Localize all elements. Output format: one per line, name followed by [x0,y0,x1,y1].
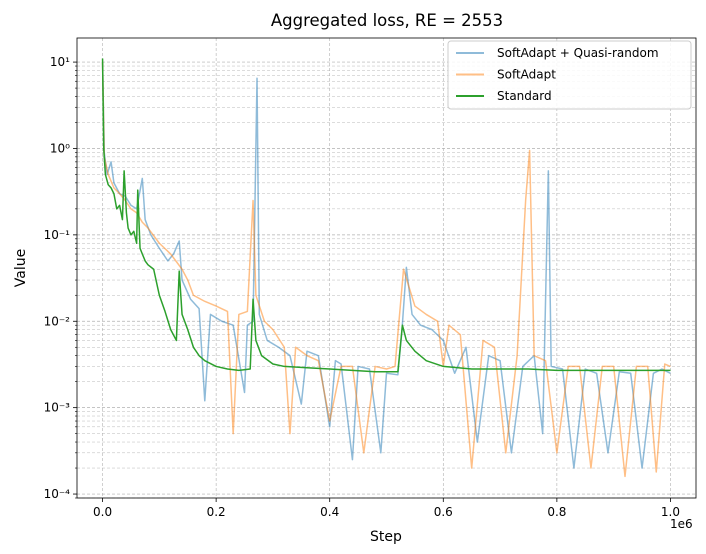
y-tick-label: 10⁻¹ [44,228,71,242]
legend-box [447,40,692,110]
legend-label-3: Standard [497,89,552,103]
x-tick-label: 0.0 [93,505,112,519]
series-line-1 [101,62,671,469]
y-axis-ticks: 10⁻⁴ 10⁻³ 10⁻² 10⁻¹ 10⁰ 10¹ [44,55,77,501]
x-tick-label: 0.4 [320,505,339,519]
x-axis-label: Step [370,529,402,545]
x-offset-label: 1e6 [670,517,693,531]
y-tick-label: 10⁻³ [44,401,71,415]
x-tick-label: 0.8 [547,505,566,519]
x-tick-label: 1.0 [661,505,680,519]
legend: SoftAdapt + Quasi-random SoftAdapt Standar… [447,40,692,110]
y-tick-label: 10⁻² [44,314,71,328]
y-tick-label: 10⁻⁴ [44,487,71,501]
x-tick-label: 0.2 [207,505,226,519]
series-line-3 [101,58,671,373]
y-axis-label: Value [13,249,29,287]
y-tick-label: 10⁰ [50,141,70,155]
legend-label-2: SoftAdapt [497,68,556,82]
plot-area [101,58,671,478]
axes-frame [76,37,697,499]
legend-label-1: SoftAdapt + Quasi-random [497,46,659,60]
axes [76,37,697,499]
y-tick-label: 10¹ [50,55,70,69]
x-tick-label: 0.6 [434,505,453,519]
series-line-2 [101,62,671,478]
x-axis-ticks: 0.0 0.2 0.4 0.6 0.8 1.0 [93,498,680,519]
chart-title: Aggregated loss, RE = 2553 [271,11,503,30]
